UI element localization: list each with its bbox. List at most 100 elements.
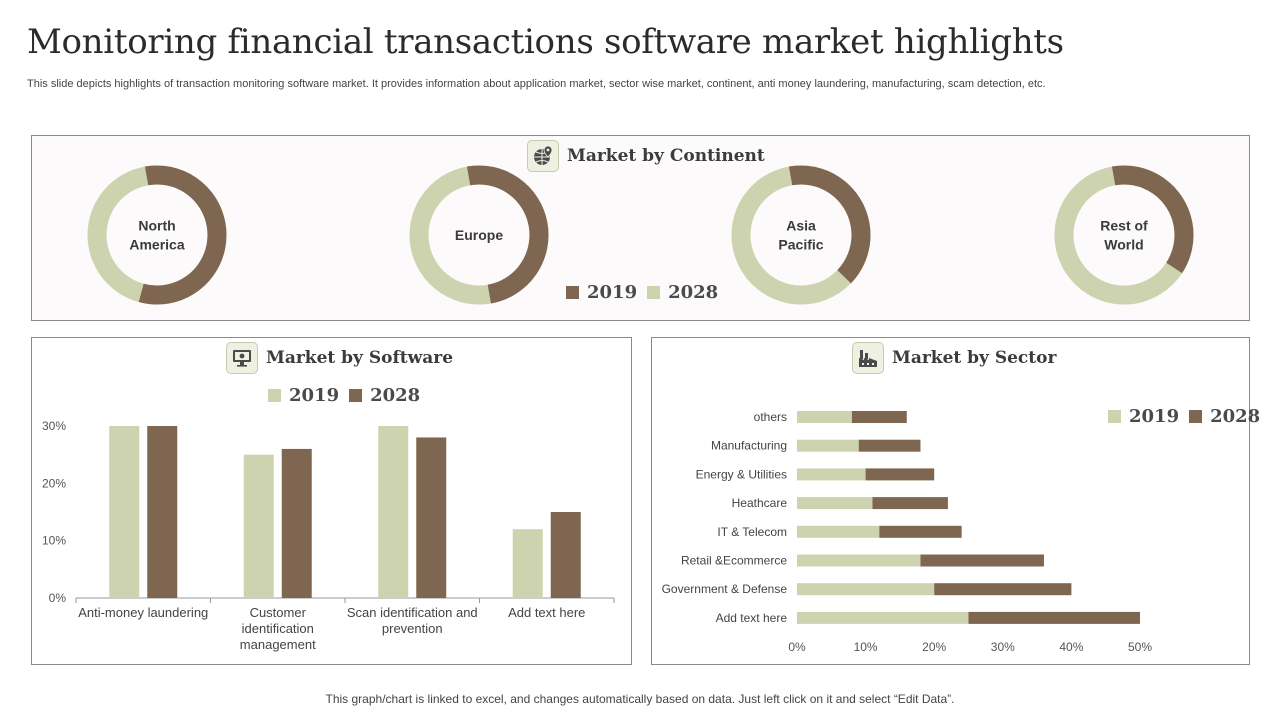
y-category-label: IT & Telecom [717,525,787,539]
donut-label: Asia [786,218,816,234]
factory-icon [852,342,884,374]
donut-0: North America [87,165,227,305]
legend-label-2028: 2028 [370,385,421,406]
y-category-label: Add text here [716,611,788,625]
bar-2028-4 [879,525,962,538]
bar-2028-7 [968,611,1140,624]
bar-2028-5 [920,554,1044,567]
y-category-label: Government & Defense [662,582,788,596]
donut-2: Asia Pacific [731,165,871,305]
bar-2028-6 [934,583,1072,596]
bar-2028-3 [872,497,948,510]
legend-item-2028: 2028 [647,282,718,303]
bar-2028-0 [147,426,178,598]
legend-item-2019: 2019 [566,282,637,303]
y-tick-label: 10% [42,534,66,548]
sector-bar-chart: others Manufacturing Energy & Utilities Hea… [662,410,1153,654]
legend-swatch-2028 [349,389,363,402]
continent-donut-charts: North America Europe Asia Pacific Rest of Worl… [87,165,1194,305]
y-category-label: Heathcare [732,496,788,510]
software-panel: Market by Software 2019 2028 0% 10% 20% 30%… [31,337,632,665]
x-tick-label: 20% [922,640,946,654]
bar-2028-2 [416,437,447,598]
x-tick-label: 50% [1128,640,1152,654]
legend-label-2019: 2019 [587,282,638,303]
y-category-label: others [754,410,787,424]
bar-2019-3 [512,529,543,598]
bar-2019-3 [797,497,873,510]
donut-label: Europe [455,227,503,243]
software-panel-header: Market by Software [226,342,453,374]
donut-1: Europe [409,165,549,305]
monitor-icon [226,342,258,374]
continent-panel-title: Market by Continent [567,146,765,166]
sector-panel-title: Market by Sector [892,348,1057,368]
donut-segment-2019 [87,165,227,305]
y-tick-label: 30% [42,419,66,433]
bar-2019-0 [109,426,140,598]
bar-2028-1 [281,448,312,598]
bar-2019-5 [797,554,921,567]
legend-item-2019: 2019 [1108,406,1179,427]
legend-label-2019: 2019 [1129,406,1180,427]
page-subtitle: This slide depicts highlights of transac… [27,78,1046,90]
legend-swatch-2019 [268,389,281,402]
continent-panel: Market by Continent North America Europe As… [31,135,1250,321]
bar-2028-1 [858,439,921,452]
legend-swatch-2019 [1108,410,1121,423]
bar-2019-2 [797,468,866,481]
donut-segment-2019 [409,165,549,305]
donut-label: Rest of [1100,218,1148,234]
x-tick-label: Add text here [508,605,585,620]
legend-swatch-2028 [1189,410,1203,423]
bar-2019-4 [797,525,880,538]
donut-label: America [129,237,184,253]
y-category-label: Manufacturing [711,439,787,453]
legend-label-2019: 2019 [289,385,340,406]
donut-label: World [1104,237,1143,253]
bar-2019-7 [797,611,969,624]
x-tick-label: 40% [1059,640,1083,654]
sector-panel: Market by Sector 2019 2028 others Manufac… [651,337,1260,665]
bar-2019-6 [797,583,935,596]
donut-3: Rest of World [1054,165,1194,305]
software-legend: 2019 2028 [268,385,420,406]
donut-segment-2019 [731,165,871,305]
bar-2019-2 [378,426,409,598]
x-tick-label: Customer [250,605,307,620]
bar-2028-0 [851,411,907,423]
software-bar-chart: 0% 10% 20% 30% Anti-money laundering Customer… [42,419,615,652]
bar-2028-2 [865,468,935,481]
y-tick-label: 0% [49,591,67,605]
bar-2028-3 [550,512,581,598]
software-panel-title: Market by Software [266,348,454,368]
y-category-label: Energy & Utilities [696,467,787,481]
sector-panel-header: Market by Sector [852,342,1056,374]
bar-2019-1 [243,454,274,598]
donut-label: Pacific [778,237,823,253]
continent-legend: 2019 2028 [566,282,718,303]
legend-swatch-2019 [566,286,579,299]
y-category-label: Retail &Ecommerce [681,554,787,568]
x-tick-label: prevention [382,621,443,636]
legend-item-2019: 2019 [268,385,339,406]
legend-label-2028: 2028 [1210,406,1261,427]
legend-item-2028: 2028 [349,385,420,406]
x-tick-label: 0% [788,640,806,654]
legend-swatch-2028 [647,286,661,299]
bar-2019-0 [797,411,852,423]
x-tick-label: Scan identification and [347,605,478,620]
x-tick-label: management [240,637,316,652]
footer-note: This graph/chart is linked to excel, and… [325,692,955,706]
legend-label-2028: 2028 [668,282,719,303]
bar-2019-1 [797,439,859,452]
continent-panel-header: Market by Continent [527,140,765,172]
globe-location-icon [527,140,559,172]
x-tick-label: 30% [991,640,1015,654]
page-title: Monitoring financial transactions softwa… [27,22,1064,62]
x-tick-label: identification [242,621,314,636]
x-tick-label: Anti-money laundering [78,605,208,620]
x-tick-label: 10% [854,640,878,654]
donut-label: North [138,218,175,234]
y-tick-label: 20% [42,476,66,490]
